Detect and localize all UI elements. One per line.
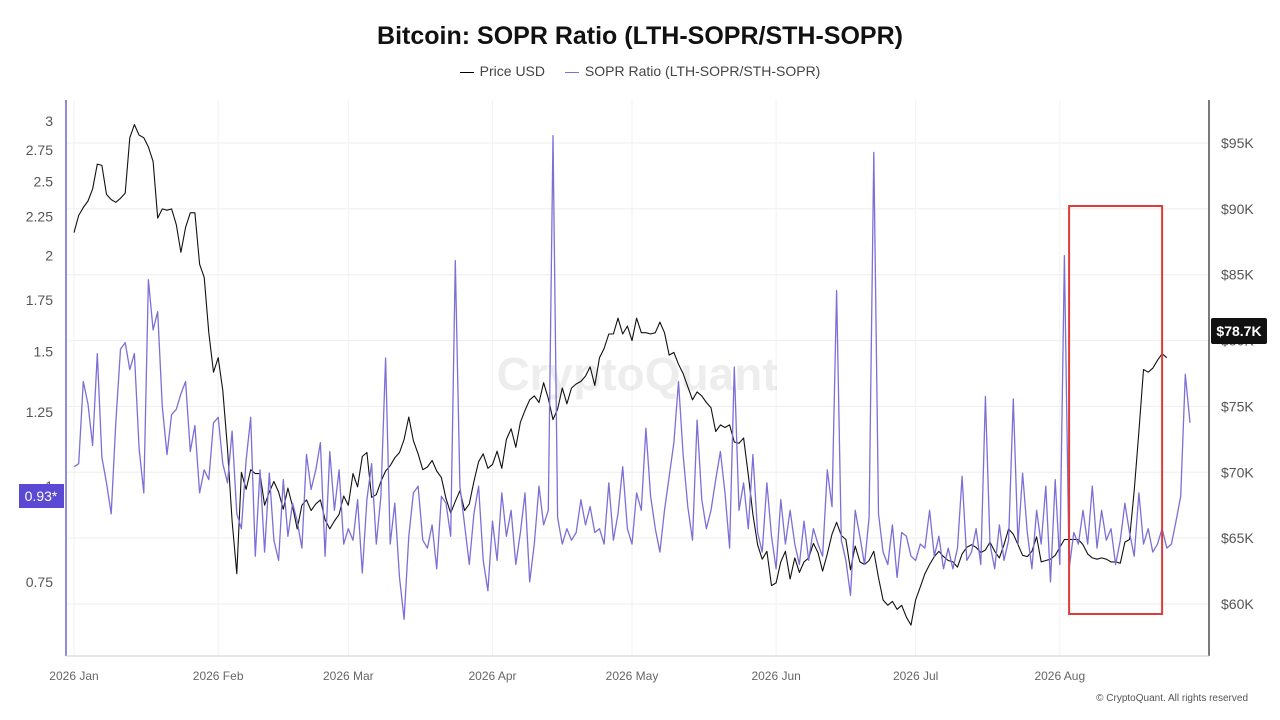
x-tick-label: 2026 Feb — [193, 669, 244, 683]
y-right-tick-label: $90K — [1221, 201, 1254, 217]
x-tick-label: 2026 May — [606, 669, 659, 683]
x-tick-label: 2026 Aug — [1034, 669, 1085, 683]
legend: Price USD SOPR Ratio (LTH-SOPR/STH-SOPR) — [0, 63, 1280, 79]
y-left-tick-label: 3 — [45, 113, 53, 129]
y-right-tick-label: $65K — [1221, 530, 1254, 546]
series-line-price-usd — [73, 124, 1168, 626]
current-sopr-label: 0.93* — [25, 488, 58, 504]
y-right-tick-label: $60K — [1221, 596, 1254, 612]
y-left-tick-label: 2 — [45, 248, 53, 264]
y-left-tick-label: 2.75 — [26, 142, 53, 158]
copyright-notice: © CryptoQuant. All rights reserved — [1096, 693, 1248, 704]
legend-swatch-sopr — [564, 71, 579, 73]
legend-item-price[interactable]: Price USD — [459, 63, 546, 79]
y-left-tick-label: 1.5 — [34, 343, 54, 359]
y-left-tick-label: 1.75 — [26, 292, 53, 308]
y-right-tick-label: $75K — [1221, 398, 1254, 414]
legend-swatch-price — [459, 71, 474, 73]
y-right-tick-label: $70K — [1221, 464, 1254, 480]
legend-label-price: Price USD — [479, 63, 546, 79]
y-left-tick-label: 2.5 — [34, 174, 54, 190]
current-price-label: $78.7K — [1216, 323, 1261, 339]
legend-item-sopr[interactable]: SOPR Ratio (LTH-SOPR/STH-SOPR) — [564, 63, 821, 79]
x-tick-label: 2026 Apr — [468, 669, 516, 683]
x-tick-label: 2026 Jul — [893, 669, 938, 683]
x-tick-label: 2026 Mar — [323, 669, 374, 683]
current-sopr-badge — [19, 484, 64, 508]
legend-label-sopr: SOPR Ratio (LTH-SOPR/STH-SOPR) — [584, 63, 821, 79]
x-tick-label: 2026 Jun — [751, 669, 800, 683]
y-left-tick-label: 1.25 — [26, 404, 53, 420]
y-right-tick-label: $95K — [1221, 135, 1254, 151]
current-price-badge — [1211, 318, 1267, 344]
y-left-tick-label: 2.25 — [26, 209, 53, 225]
x-tick-label: 2026 Jan — [49, 669, 98, 683]
chart-title: Bitcoin: SOPR Ratio (LTH-SOPR/STH-SOPR) — [377, 22, 903, 50]
y-left-tick-label: 0.75 — [26, 574, 53, 590]
y-right-tick-label: $85K — [1221, 267, 1254, 283]
highlight-box — [1068, 205, 1164, 615]
series-line-sopr-ratio — [73, 134, 1191, 620]
watermark: CryptoQuant — [496, 348, 777, 400]
